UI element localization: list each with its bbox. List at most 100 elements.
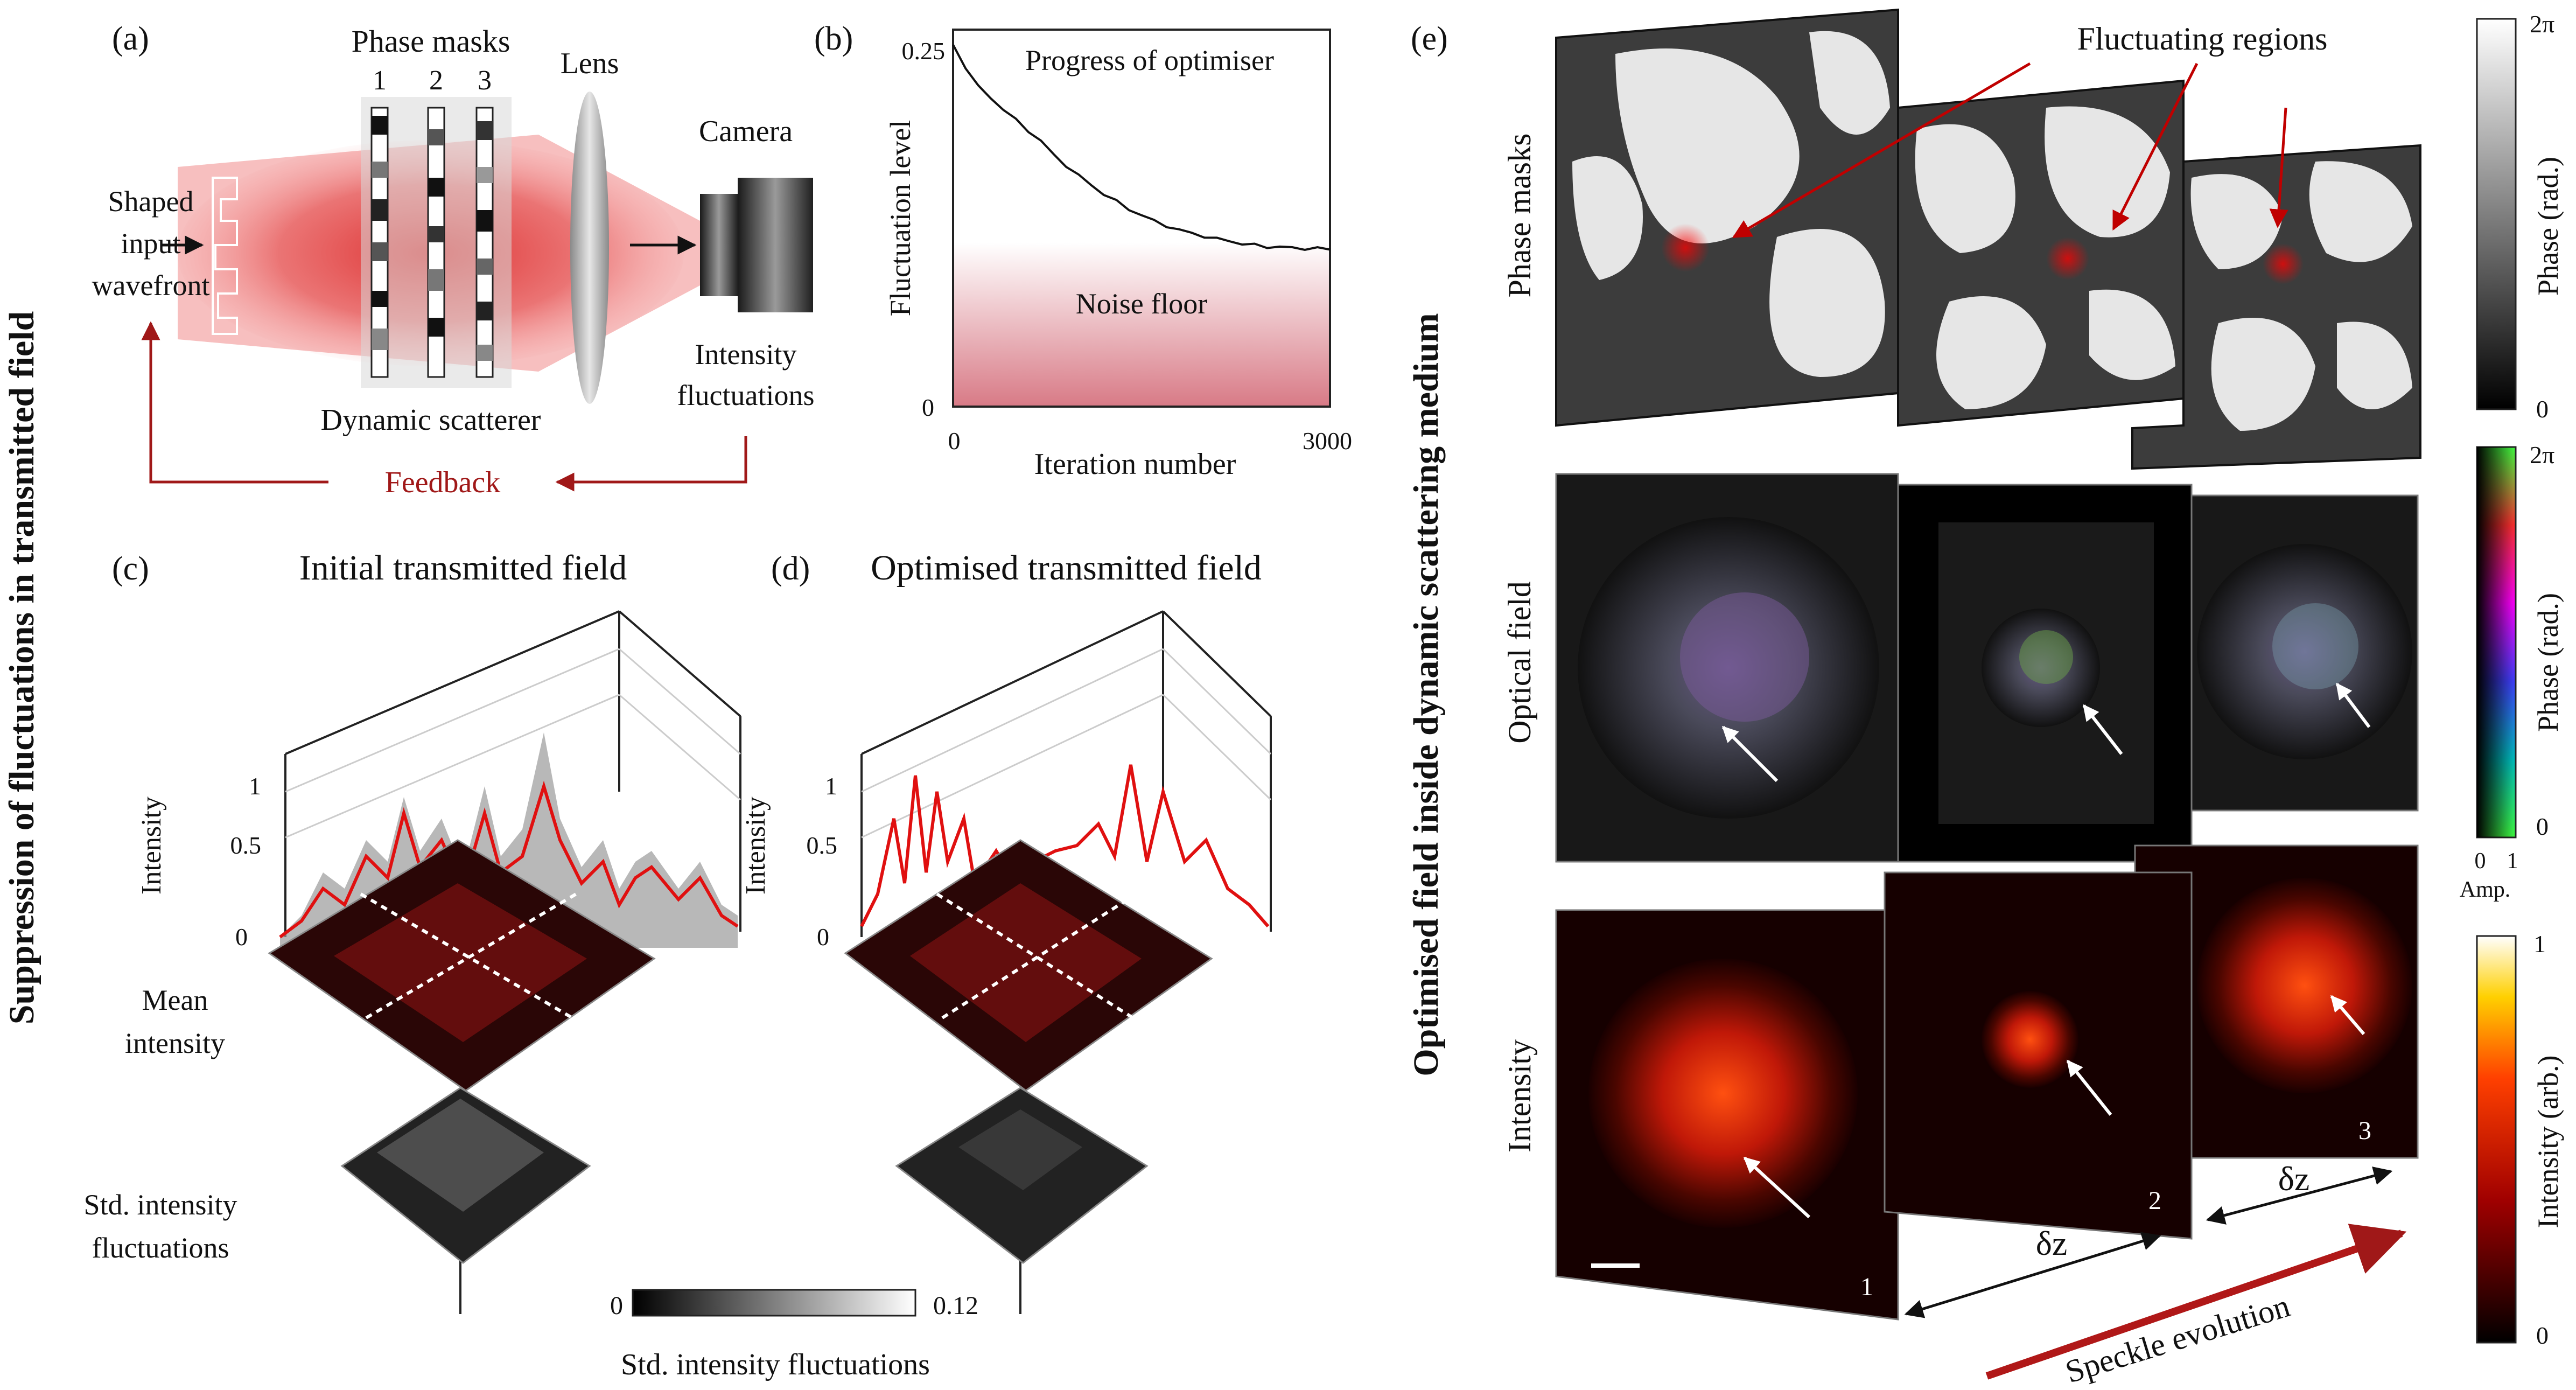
chart-b-xtick-right: 3000	[1303, 427, 1352, 455]
mask-number-1: 1	[373, 65, 387, 96]
amp-tick-1: 1	[2507, 849, 2518, 874]
std-colorbar-label: Std. intensity fluctuations	[621, 1348, 930, 1381]
optical-field-plane-2	[1897, 484, 2193, 863]
dz-label-2: δz	[2278, 1160, 2310, 1198]
intensity-colorbar-top: 1	[2533, 930, 2546, 958]
phase-mask-plane-3	[2131, 144, 2421, 470]
phase-mask-strips	[370, 107, 494, 378]
dz-arrow-1	[1904, 1232, 2161, 1318]
panel-d-cut-1	[941, 892, 1137, 1019]
optical-colorbar-top: 2π	[2530, 441, 2554, 469]
fluct-arrow-3	[2269, 107, 2288, 228]
intensity-plane-2: 2	[1884, 871, 2193, 1240]
input-line-2: input	[121, 227, 180, 260]
noise-floor-label: Noise floor	[1076, 288, 1207, 320]
mask-number-2: 2	[429, 65, 443, 96]
feedback-label: Feedback	[385, 466, 501, 499]
fluct-arrow-2	[2112, 62, 2199, 231]
optical-colorbar-label: Phase (rad.)	[2532, 593, 2564, 732]
lens-label: Lens	[561, 47, 619, 80]
optical-colorbar-bottom: 0	[2536, 813, 2549, 840]
panel-d-tick-05: 0.5	[807, 832, 838, 859]
chart-b-xtick-left: 0	[948, 427, 961, 455]
plane-number-1: 1	[1860, 1273, 1873, 1301]
panel-a-label: (a)	[112, 20, 149, 57]
camera-label: Camera	[699, 115, 793, 148]
panel-d-std-glow	[958, 1109, 1082, 1190]
amp-label: Amp.	[2460, 877, 2511, 902]
noise-floor-band	[953, 242, 1330, 407]
intensity-plane-3: 3	[2134, 844, 2419, 1159]
row-label-optical-field: Optical field	[1502, 581, 1537, 744]
chart-b-title: Progress of optimiser	[1025, 44, 1274, 76]
chart-b-xlabel: Iteration number	[1034, 448, 1236, 481]
panel-c-cut-1	[365, 892, 577, 1019]
fluctuation-curve	[952, 44, 1331, 252]
speckle-evolution-arrow	[1985, 1224, 2407, 1380]
row-label-intensity: Intensity	[1502, 1039, 1537, 1152]
panel-b-label: (b)	[814, 20, 853, 57]
std-colorbar-min: 0	[610, 1291, 623, 1320]
panel-d-tick-0: 0	[817, 923, 829, 951]
scatterer-label: Dynamic scatterer	[321, 403, 541, 437]
panel-c: (c) Initial transmitted field Intensity …	[83, 548, 741, 1314]
phase-mask-plane-2	[1897, 79, 2185, 427]
phase-colorbar: 2π 0 Phase (rad.)	[2476, 10, 2564, 423]
intensity-colorbar-bottom: 0	[2536, 1322, 2549, 1349]
row-label-phase-masks: Phase masks	[1502, 134, 1537, 298]
camera-icon	[700, 178, 813, 312]
phase-mask-plane-1	[1555, 8, 1899, 427]
std-colorbar-max: 0.12	[933, 1291, 978, 1320]
plane-number-3: 3	[2358, 1116, 2371, 1145]
panel-c-std-glow	[377, 1099, 544, 1212]
panel-c-tick-0: 0	[235, 923, 248, 951]
std-colorbar: 0 0.12 Std. intensity fluctuations	[610, 1289, 978, 1381]
chart-b-frame	[952, 29, 1331, 408]
plane-number-2: 2	[2148, 1186, 2161, 1215]
mask-number-3: 3	[478, 65, 492, 96]
panel-c-red-profile	[279, 780, 739, 939]
panel-d-ylabel: Intensity	[740, 797, 771, 895]
phase-masks-label: Phase masks	[352, 24, 510, 59]
input-line-1: Shaped	[108, 185, 194, 218]
left-vertical-title: Suppression of fluctuations in transmitt…	[2, 311, 41, 1024]
shaped-wavefront	[212, 177, 238, 335]
panel-c-title: Initial transmitted field	[299, 548, 627, 588]
panel-c-label: (c)	[112, 550, 149, 587]
chart-b-ylabel: Fluctuation level	[884, 120, 916, 316]
phase-colorbar-bottom: 0	[2536, 395, 2549, 423]
fluct-arrow-1	[1732, 62, 2031, 239]
optical-field-plane-3	[2190, 494, 2419, 812]
optical-field-plane-1	[1555, 473, 1899, 863]
phase-colorbar-top: 2π	[2530, 10, 2554, 38]
feedback-loop-left	[141, 321, 328, 484]
panel-d-cut-2	[936, 892, 1143, 1025]
chart-b-ytick-top: 0.25	[902, 37, 946, 65]
panel-d-title: Optimised transmitted field	[871, 548, 1262, 588]
mean-intensity-line-1: Mean	[142, 984, 208, 1016]
panel-d-label: (d)	[771, 550, 810, 587]
dz-arrow-2	[2206, 1167, 2393, 1225]
right-vertical-title: Optimised field inside dynamic scatterin…	[1406, 313, 1446, 1076]
intensity-plane-1: 1	[1555, 909, 1899, 1321]
feedback-loop-right	[555, 436, 747, 492]
panel-c-ylabel: Intensity	[136, 797, 167, 895]
intensity-colorbar: 1 0 Intensity (arb.)	[2476, 930, 2564, 1349]
dz-label-1: δz	[2036, 1224, 2068, 1262]
panel-b: (b) Progress of optimiser Noise floor Fl…	[814, 20, 1352, 481]
panel-d: (d) Optimised transmitted field Intensit…	[740, 548, 1272, 1314]
panel-a: (a) Phase masks 1 2 3 Lens Camera	[92, 20, 815, 499]
panel-d-gridlines	[861, 648, 1272, 839]
fluct-regions-label: Fluctuating regions	[2077, 21, 2328, 57]
panel-c-gridlines	[285, 648, 741, 839]
fluct-line-2: fluctuations	[677, 379, 815, 411]
panel-e: (e) Optimised field inside dynamic scatt…	[1406, 8, 2421, 1390]
panel-d-tick-1: 1	[825, 772, 837, 800]
phase-colorbar-label: Phase (rad.)	[2532, 157, 2564, 296]
std-line-1: Std. intensity	[83, 1189, 237, 1221]
input-line-3: wavefront	[92, 269, 210, 302]
fluct-line-1: Intensity	[695, 338, 797, 371]
panel-d-std-plane	[895, 1087, 1149, 1264]
std-line-2: fluctuations	[92, 1232, 229, 1264]
